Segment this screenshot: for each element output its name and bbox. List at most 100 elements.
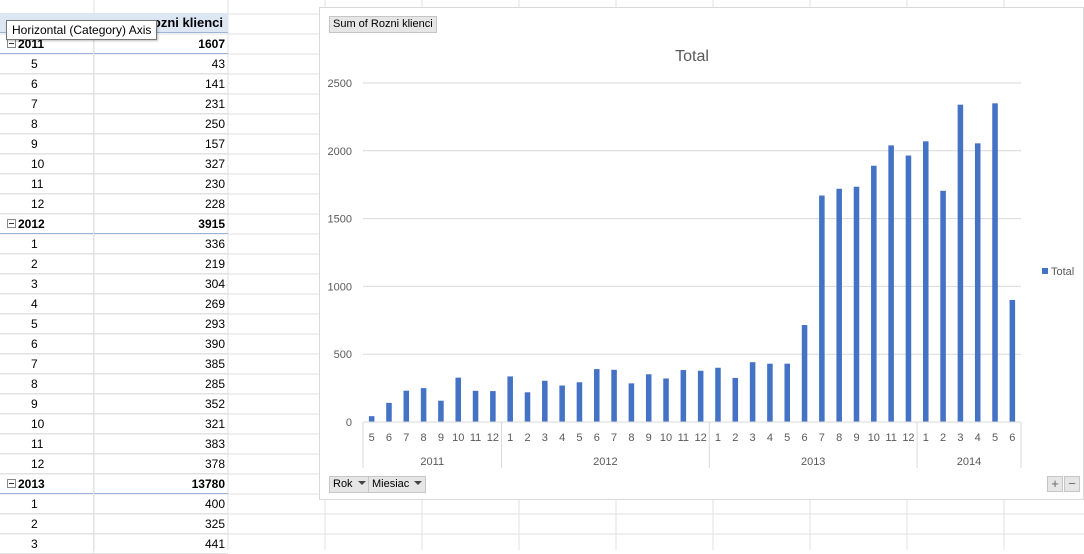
bar[interactable]: [663, 378, 669, 422]
bar[interactable]: [593, 369, 600, 422]
bar[interactable]: [784, 363, 791, 422]
pivot-month-row[interactable]: 4 269: [0, 294, 228, 314]
row-label-cell[interactable]: 2: [0, 254, 94, 274]
row-value-cell[interactable]: 230: [204, 177, 225, 191]
bar[interactable]: [940, 190, 946, 422]
row-label-cell[interactable]: 10: [0, 414, 94, 434]
row-label-cell[interactable]: 5: [0, 314, 94, 334]
bar[interactable]: [455, 377, 462, 422]
row-value-cell[interactable]: 219: [204, 257, 225, 271]
row-label-cell[interactable]: 2: [0, 514, 94, 534]
bar[interactable]: [957, 104, 964, 423]
pivot-month-row[interactable]: 1 400: [0, 494, 228, 514]
pivot-year-row[interactable]: 2013 13780: [0, 474, 228, 494]
bar[interactable]: [853, 186, 860, 422]
bar[interactable]: [767, 363, 773, 422]
bar[interactable]: [715, 367, 721, 422]
row-label-cell[interactable]: 2011: [0, 34, 94, 54]
row-label-cell[interactable]: 9: [0, 134, 94, 154]
pivot-year-row[interactable]: 2011 1607: [0, 34, 228, 54]
bar[interactable]: [628, 383, 635, 422]
pivot-month-row[interactable]: 2 219: [0, 254, 228, 274]
miesiac-filter-button[interactable]: Miesiac: [368, 476, 427, 493]
bar[interactable]: [507, 376, 513, 422]
row-label-cell[interactable]: 1: [0, 234, 94, 254]
row-label-cell[interactable]: 8: [0, 374, 94, 394]
row-label-cell[interactable]: 11: [0, 434, 94, 454]
row-label-cell[interactable]: 12: [0, 454, 94, 474]
pivot-month-row[interactable]: 12 378: [0, 454, 228, 474]
bar[interactable]: [611, 369, 617, 422]
row-label-cell[interactable]: 9: [0, 394, 94, 414]
row-value-cell[interactable]: 327: [204, 157, 225, 171]
row-label-cell[interactable]: 4: [0, 294, 94, 314]
bar[interactable]: [490, 391, 496, 422]
row-value-cell[interactable]: 352: [204, 397, 225, 411]
row-value-cell[interactable]: 228: [204, 197, 225, 211]
row-value-cell[interactable]: 43: [211, 57, 225, 71]
pivot-chart[interactable]: Sum of Rozni klienci Total 0 500 1000 1500 20…: [319, 7, 1084, 500]
bar[interactable]: [368, 416, 375, 422]
collapse-icon[interactable]: [7, 219, 16, 228]
bar[interactable]: [888, 145, 894, 422]
sum-field-button[interactable]: Sum of Rozni klienci: [329, 16, 437, 33]
row-label-cell[interactable]: 2012: [0, 214, 94, 234]
row-label-cell[interactable]: 2013: [0, 474, 94, 494]
row-value-cell[interactable]: 385: [204, 357, 225, 371]
pivot-month-row[interactable]: 6 390: [0, 334, 228, 354]
row-label-cell[interactable]: 3: [0, 534, 94, 554]
row-value-cell[interactable]: 336: [204, 237, 225, 251]
row-label-cell[interactable]: 6: [0, 74, 94, 94]
expand-field-button[interactable]: +: [1047, 476, 1063, 492]
pivot-month-row[interactable]: 5 293: [0, 314, 228, 334]
pivot-month-row[interactable]: 3 304: [0, 274, 228, 294]
row-value-cell[interactable]: 383: [204, 437, 225, 451]
row-value-cell[interactable]: 13780: [191, 477, 225, 491]
pivot-month-row[interactable]: 10 327: [0, 154, 228, 174]
pivot-month-row[interactable]: 10 321: [0, 414, 228, 434]
bar[interactable]: [645, 374, 652, 422]
bar[interactable]: [559, 385, 565, 422]
row-value-cell[interactable]: 441: [204, 537, 225, 551]
row-label-cell[interactable]: 3: [0, 274, 94, 294]
bar[interactable]: [749, 362, 756, 422]
pivot-year-row[interactable]: 2012 3915: [0, 214, 228, 234]
bar[interactable]: [680, 370, 687, 422]
collapse-field-button[interactable]: −: [1064, 476, 1080, 492]
row-value-cell[interactable]: 321: [204, 417, 225, 431]
bar[interactable]: [420, 388, 427, 422]
pivot-month-row[interactable]: 7 231: [0, 94, 228, 114]
bar[interactable]: [542, 380, 548, 422]
bar[interactable]: [732, 377, 739, 422]
row-value-cell[interactable]: 325: [204, 517, 225, 531]
row-value-cell[interactable]: 250: [204, 117, 225, 131]
row-label-cell[interactable]: 5: [0, 54, 94, 74]
row-value-cell[interactable]: 378: [204, 457, 225, 471]
bar[interactable]: [905, 155, 912, 422]
pivot-month-row[interactable]: 11 383: [0, 434, 228, 454]
collapse-icon[interactable]: [7, 39, 16, 48]
bar[interactable]: [472, 390, 479, 422]
pivot-month-row[interactable]: 7 385: [0, 354, 228, 374]
bar[interactable]: [922, 141, 929, 423]
row-value-cell[interactable]: 390: [204, 337, 225, 351]
pivot-month-row[interactable]: 11 230: [0, 174, 228, 194]
bar[interactable]: [992, 103, 998, 422]
row-value-cell[interactable]: 157: [204, 137, 225, 151]
bar[interactable]: [576, 382, 583, 422]
row-value-cell[interactable]: 400: [204, 497, 225, 511]
row-label-cell[interactable]: 12: [0, 194, 94, 214]
row-value-cell[interactable]: 141: [204, 77, 225, 91]
pivot-month-row[interactable]: 6 141: [0, 74, 228, 94]
row-label-cell[interactable]: 8: [0, 114, 94, 134]
row-value-cell[interactable]: 269: [204, 297, 225, 311]
bar[interactable]: [524, 392, 531, 422]
row-value-cell[interactable]: 293: [204, 317, 225, 331]
pivot-month-row[interactable]: 12 228: [0, 194, 228, 214]
pivot-month-row[interactable]: 8 285: [0, 374, 228, 394]
collapse-icon[interactable]: [7, 479, 16, 488]
bar[interactable]: [836, 188, 842, 422]
row-value-cell[interactable]: 285: [204, 377, 225, 391]
bar[interactable]: [871, 165, 877, 422]
